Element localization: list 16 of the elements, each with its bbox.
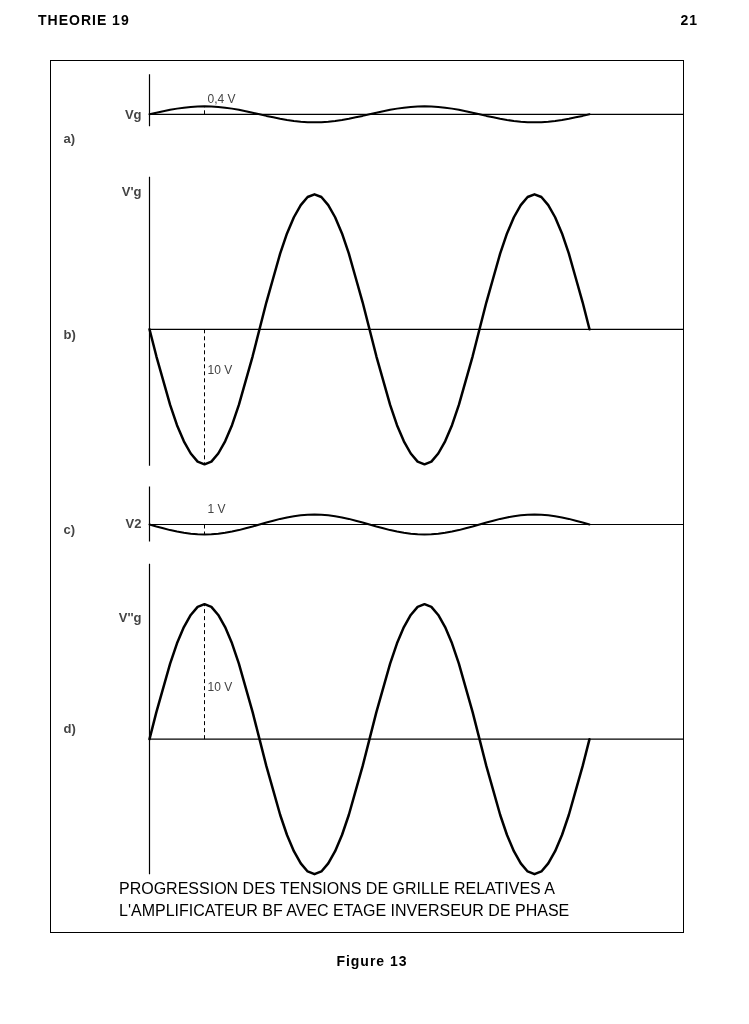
text: THEORIE 19 — [38, 11, 130, 30]
annotation: 10 V — [207, 362, 233, 377]
text: b) — [63, 327, 76, 343]
y-axis-title: Vg — [124, 106, 142, 122]
caption: Figure 13 — [336, 952, 408, 971]
annotation: 10 V — [207, 679, 233, 694]
text: a) — [63, 130, 76, 146]
y-axis-title: V'g — [121, 184, 142, 200]
text: c) — [63, 522, 76, 537]
text: 21 — [680, 11, 698, 30]
text: 0,4 V — [207, 92, 236, 107]
y-axis-title: V2 — [125, 516, 142, 531]
text: PROGRESSION DES TENSIONS DE GRILLE RELATIVES A L'AMPLIFICATEUR BF AVEC ETAGE INVERSEUR DE PHASE — [119, 879, 571, 921]
annotation: 1 V — [207, 501, 226, 516]
text: d) — [63, 720, 76, 736]
y-axis-title: V''g — [118, 610, 142, 626]
